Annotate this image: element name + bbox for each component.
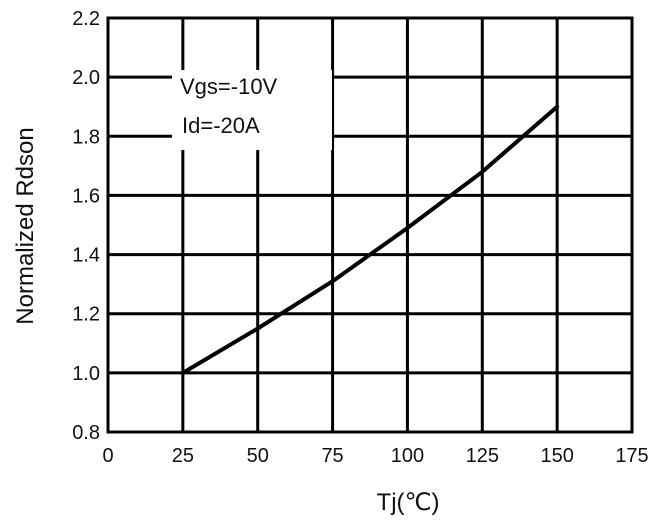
y-tick-label: 1.8 (72, 126, 100, 148)
condition-legend: Vgs=-10V Id=-20A (172, 70, 332, 150)
series-layer (180, 104, 560, 375)
y-tick-label: 1.0 (72, 363, 100, 385)
y-tick-label: 1.2 (72, 304, 100, 326)
x-tick-label: 75 (321, 445, 343, 467)
annotation-vgs: Vgs=-10V (180, 74, 278, 99)
y-tick-label: 2.2 (72, 8, 100, 30)
y-tick-labels: 0.8 1.0 1.2 1.4 1.6 1.8 2.0 2.2 (72, 8, 100, 444)
y-tick-label: 0.8 (72, 422, 100, 444)
x-tick-label: 0 (102, 445, 113, 467)
y-tick-label: 1.4 (72, 245, 100, 267)
x-axis-title: Tj(℃) (377, 489, 440, 516)
y-tick-label: 2.0 (72, 67, 100, 89)
y-tick-label: 1.6 (72, 185, 100, 207)
rdson-curve (180, 104, 560, 375)
annotation-id: Id=-20A (182, 113, 260, 138)
x-tick-label: 125 (466, 445, 499, 467)
x-tick-label: 175 (615, 445, 648, 467)
x-tick-labels: 0 25 50 75 100 125 150 175 (102, 445, 648, 467)
x-tick-label: 100 (391, 445, 424, 467)
legend-background (172, 70, 332, 150)
x-tick-label: 50 (247, 445, 269, 467)
plot-border (106, 16, 634, 434)
x-tick-label: 150 (540, 445, 573, 467)
x-tick-label: 25 (172, 445, 194, 467)
y-axis-title: Normalized Rdson (12, 127, 39, 324)
plot-frame (106, 16, 634, 434)
